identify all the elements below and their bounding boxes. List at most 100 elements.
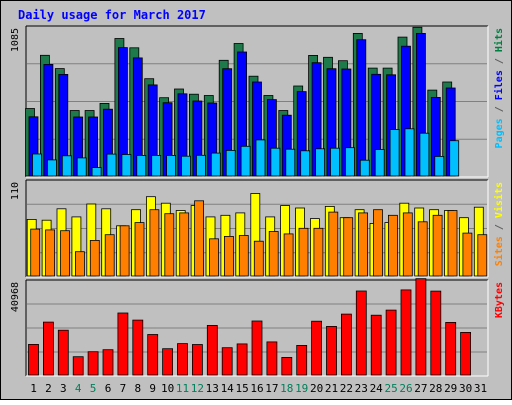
day-label-27: 27: [414, 382, 427, 395]
day-label-2: 2: [45, 382, 52, 395]
bar-sites-day-14: [223, 235, 234, 277]
day-label-21: 21: [325, 382, 338, 395]
bar-pages-day-20: [315, 148, 326, 177]
panel-legend: Pages / Files / Hits: [493, 28, 505, 148]
bar-pages-day-5: [91, 167, 102, 177]
bar-kbytes-day-8: [132, 319, 144, 376]
bar-pages-day-7: [121, 154, 132, 177]
day-label-30: 30: [459, 382, 472, 395]
bar-pages-day-27: [419, 132, 430, 177]
bar-sites-day-25: [387, 214, 398, 277]
bar-pages-day-24: [374, 149, 385, 177]
legend-entry: Files: [493, 70, 505, 100]
day-label-6: 6: [105, 382, 112, 395]
bar-pages-day-2: [47, 159, 57, 177]
bar-sites-day-24: [373, 209, 383, 277]
panel-legend: Sites / Visits: [493, 182, 505, 266]
day-label-10: 10: [161, 382, 174, 395]
bar-kbytes-day-2: [43, 321, 54, 376]
day-label-8: 8: [134, 382, 141, 395]
bar-pages-day-28: [434, 155, 445, 177]
bar-sites-day-15: [238, 235, 249, 277]
day-label-9: 9: [149, 382, 156, 395]
bar-sites-day-11: [179, 212, 190, 277]
panel-kbytes: 40968 KBytes: [10, 278, 505, 377]
bar-kbytes-day-30: [460, 331, 472, 376]
bar-sites-day-1: [30, 228, 41, 277]
bar-kbytes-day-1: [28, 343, 39, 376]
day-label-23: 23: [355, 382, 368, 395]
bar-kbytes-day-13: [206, 324, 218, 376]
bar-sites-day-9: [149, 209, 160, 277]
bar-kbytes-day-27: [415, 278, 427, 376]
bar-kbytes-day-24: [370, 314, 382, 376]
bar-sites-day-5: [89, 239, 100, 277]
legend-entry: KBytes: [494, 282, 505, 318]
bar-kbytes-day-11: [177, 343, 188, 376]
series-sites: [30, 200, 488, 277]
day-label-13: 13: [206, 382, 219, 395]
bar-kbytes-day-6: [102, 349, 114, 376]
panel-legend: KBytes: [494, 282, 505, 318]
bar-kbytes-day-28: [430, 290, 442, 376]
bar-pages-day-16: [255, 139, 266, 177]
bar-sites-day-19: [298, 227, 309, 277]
day-label-25: 25: [384, 382, 397, 395]
panel-visits-sites: 110 Sites / Visits: [10, 179, 505, 278]
bar-kbytes-day-15: [236, 343, 248, 376]
bar-pages-day-1: [32, 153, 42, 177]
day-label-26: 26: [399, 382, 412, 395]
day-label-31: 31: [474, 382, 487, 395]
bar-sites-day-26: [402, 212, 413, 277]
bar-sites-day-8: [134, 222, 145, 277]
bar-pages-day-9: [151, 154, 162, 177]
day-label-19: 19: [295, 382, 308, 395]
bar-files-day-2: [43, 64, 54, 177]
day-label-28: 28: [429, 382, 442, 395]
day-label-24: 24: [370, 382, 384, 395]
bar-kbytes-day-21: [326, 325, 337, 376]
bar-kbytes-day-10: [162, 348, 174, 376]
bar-kbytes-day-17: [266, 341, 278, 376]
y-max-label: 1085: [10, 28, 21, 52]
bar-sites-day-2: [45, 229, 55, 277]
bar-kbytes-day-29: [445, 321, 457, 376]
legend-entry: Sites: [493, 236, 505, 266]
day-label-14: 14: [221, 382, 235, 395]
bar-sites-day-18: [283, 233, 294, 277]
day-label-1: 1: [30, 382, 37, 395]
bar-sites-day-13: [209, 238, 219, 277]
bar-pages-day-3: [61, 155, 72, 177]
day-label-22: 22: [340, 382, 353, 395]
bar-sites-day-12: [194, 200, 205, 277]
legend-entry: /: [494, 52, 505, 70]
panel-pages-files-hits: 1085 Pages / Files / Hits: [10, 25, 505, 178]
day-label-3: 3: [60, 382, 67, 395]
day-label-16: 16: [250, 382, 263, 395]
day-label-11: 11: [176, 382, 189, 395]
bar-sites-day-3: [60, 230, 70, 277]
bar-sites-day-30: [462, 232, 473, 277]
bar-kbytes-day-18: [281, 356, 293, 376]
bar-pages-day-12: [195, 154, 206, 177]
day-label-5: 5: [90, 382, 97, 395]
bar-sites-day-31: [477, 234, 488, 277]
day-label-18: 18: [280, 382, 293, 395]
bar-pages-day-19: [300, 150, 311, 177]
series-pages: [32, 128, 460, 177]
day-label-7: 7: [120, 382, 127, 395]
bar-pages-day-29: [449, 140, 460, 177]
bar-kbytes-day-3: [57, 329, 69, 376]
series-kbytes: [28, 278, 472, 376]
bar-sites-day-23: [358, 212, 369, 277]
bar-pages-day-22: [344, 147, 355, 177]
bar-kbytes-day-9: [147, 334, 159, 376]
bar-sites-day-28: [432, 214, 443, 277]
bar-kbytes-day-19: [296, 344, 308, 376]
bar-files-day-23: [356, 39, 367, 177]
bar-pages-day-13: [210, 152, 221, 177]
legend-entry: Visits: [493, 182, 505, 218]
series-files: [28, 33, 456, 177]
bar-kbytes-day-7: [117, 312, 129, 376]
